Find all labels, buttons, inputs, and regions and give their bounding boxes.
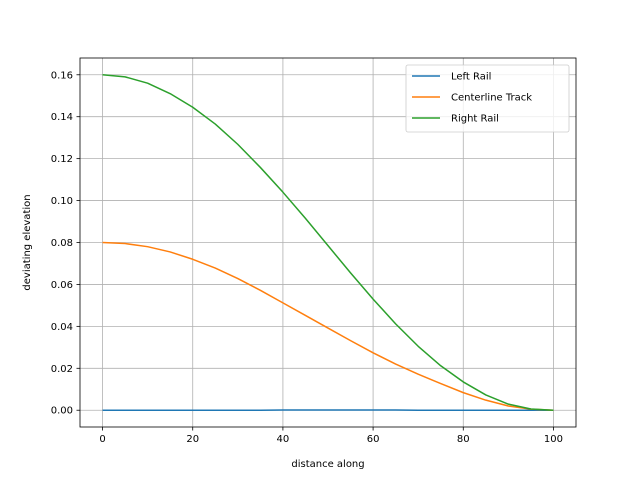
- x-tick-label: 100: [544, 434, 563, 445]
- y-tick-label: 0.14: [51, 112, 73, 123]
- series-line-right-rail: [102, 74, 554, 411]
- y-tick-label: 0.00: [51, 406, 73, 417]
- y-tick-label: 0.02: [51, 364, 73, 375]
- y-tick-label: 0.08: [51, 238, 73, 249]
- x-tick-label: 60: [367, 434, 380, 445]
- series-line-centerline-track: [102, 241, 554, 411]
- legend-label: Right Rail: [451, 114, 499, 125]
- x-axis-label: distance along: [291, 459, 364, 470]
- legend-box: [405, 64, 570, 133]
- series-lines: [102, 74, 554, 411]
- x-tick-label: 0: [99, 434, 105, 445]
- y-tick-label: 0.10: [51, 196, 73, 207]
- legend-label: Left Rail: [451, 72, 491, 83]
- legend-label: Centerline Track: [451, 93, 532, 104]
- x-axis-ticks: 0 20 40 60 80 100: [99, 427, 563, 445]
- y-tick-label: 0.04: [51, 322, 73, 333]
- x-tick-label: 80: [457, 434, 470, 445]
- y-tick-label: 0.16: [51, 70, 73, 81]
- x-tick-label: 40: [277, 434, 290, 445]
- x-tick-label: 20: [186, 434, 199, 445]
- legend: Left Rail Centerline Track Right Rail: [405, 64, 570, 133]
- y-tick-label: 0.06: [51, 280, 73, 291]
- y-tick-label: 0.12: [51, 154, 73, 165]
- y-axis-label: deviating elevation: [22, 194, 33, 290]
- y-axis-ticks: 0.00 0.02 0.04 0.06 0.08 0.10 0.12 0.14 0.16: [51, 70, 80, 417]
